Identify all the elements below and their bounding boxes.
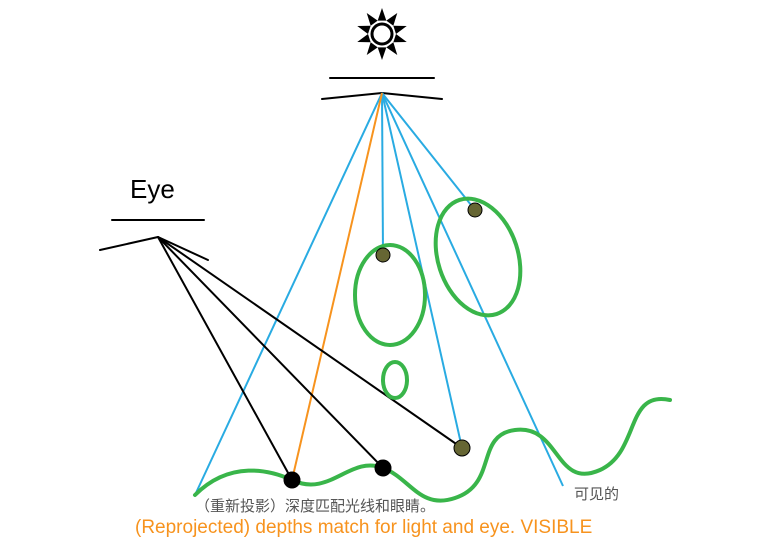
scene-ellipse [383,362,407,398]
sun-ray [386,13,397,26]
sun-ray [386,42,397,55]
eye-ray [158,237,462,448]
caption-cn-visible: 可见的 [574,483,619,504]
intersection-dot [375,460,391,476]
eye-ray [158,237,383,468]
sun-ray [357,26,370,34]
sun-ray [378,8,387,21]
caption-cn-main: （重新投影）深度匹配光线和眼睛。 [195,495,435,516]
sun-ray [378,47,387,60]
eye-label: Eye [130,174,175,205]
sun-ray [393,34,406,42]
intersection-dot [468,203,482,217]
sun-ray [367,42,378,55]
light-ray [382,93,563,486]
intersection-dot [454,440,470,456]
intersection-dot [376,248,390,262]
sun-ray [393,26,406,34]
eye-ray [158,237,292,480]
intersection-dot [284,472,300,488]
sun-icon [372,24,392,44]
scene-ellipse [355,245,425,345]
sun-ray [367,13,378,26]
caption-en: (Reprojected) depths match for light and… [135,517,592,539]
sun-ray [357,34,370,42]
light-ray [382,93,383,255]
